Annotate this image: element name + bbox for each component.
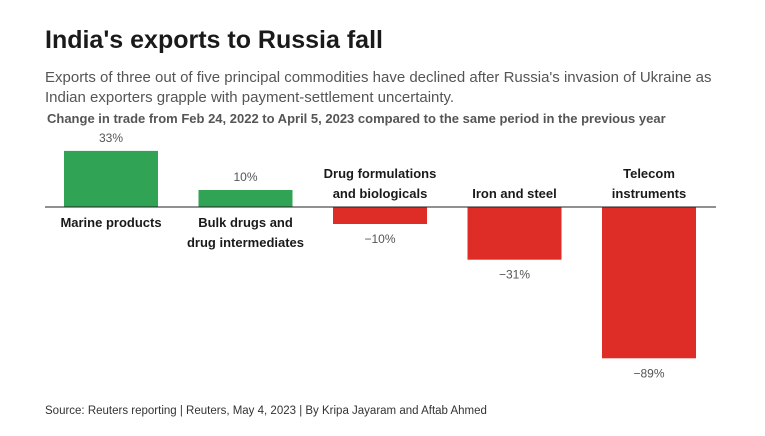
chart-subtitle: Exports of three out of five principal c… xyxy=(45,69,712,106)
category-label: Iron and steel xyxy=(472,186,557,201)
value-label: −10% xyxy=(364,232,395,246)
chart-title: India's exports to Russia fall xyxy=(45,26,383,54)
bar xyxy=(467,207,562,260)
value-label: 33% xyxy=(99,131,123,145)
category-label: Bulk drugs and xyxy=(198,215,293,230)
bar xyxy=(64,150,158,207)
chart-note: Change in trade from Feb 24, 2022 to Apr… xyxy=(47,111,666,126)
bar xyxy=(333,207,427,224)
bar xyxy=(198,190,293,207)
category-label: drug intermediates xyxy=(187,235,304,250)
category-label: instruments xyxy=(612,186,686,201)
value-label: −89% xyxy=(633,366,664,380)
value-label: −31% xyxy=(499,268,530,282)
bar xyxy=(602,207,696,359)
category-label: Telecom xyxy=(623,166,675,181)
category-label: and biologicals xyxy=(333,186,428,201)
source-line: Source: Reuters reporting | Reuters, May… xyxy=(45,405,487,417)
category-label: Drug formulations xyxy=(324,166,437,181)
category-label: Marine products xyxy=(60,215,161,230)
value-label: 10% xyxy=(233,170,257,184)
